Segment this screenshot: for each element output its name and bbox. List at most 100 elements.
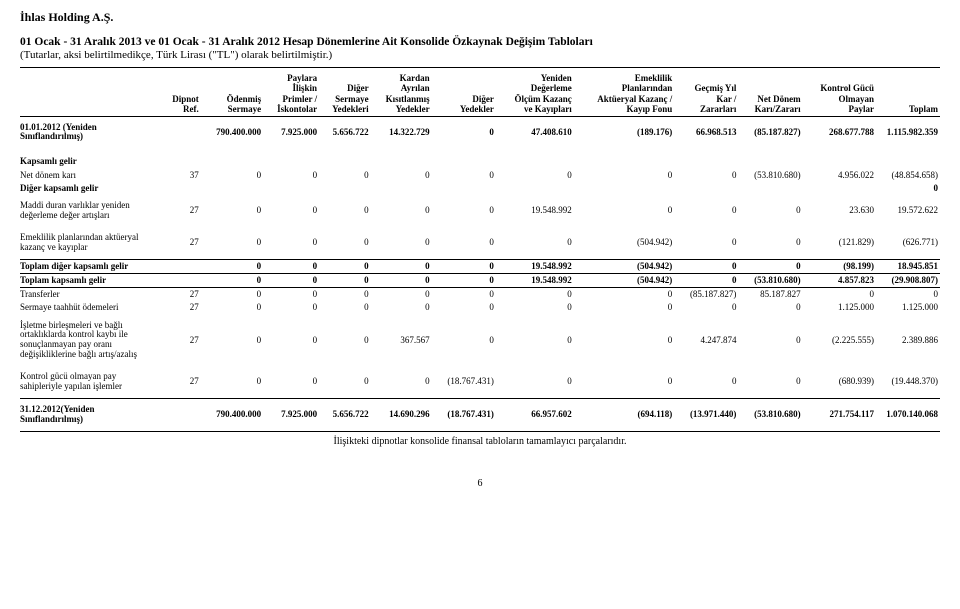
cell	[162, 116, 201, 148]
cell	[162, 398, 201, 431]
cell: 0	[319, 227, 371, 259]
row-label: Maddi duran varlıklar yenidendeğerleme d…	[20, 195, 162, 227]
cell: 27	[162, 288, 201, 302]
cell: (53.810.680)	[738, 273, 802, 287]
cell: 14.322.729	[371, 116, 432, 148]
cell: 0	[201, 366, 263, 398]
cell: 0	[263, 288, 319, 302]
row-label: Diğer kapsamlı gelir	[20, 182, 162, 195]
cell: 19.548.992	[496, 259, 574, 273]
col-primler: PaylaraİlişkinPrimler /İskontolar	[263, 72, 319, 116]
cell: (18.767.431)	[432, 366, 496, 398]
cell: 0	[432, 259, 496, 273]
cell: 0	[371, 259, 432, 273]
col-odenmis: ÖdenmişSermaye	[201, 72, 263, 116]
cell: 0	[263, 169, 319, 182]
cell: 0	[496, 366, 574, 398]
cell: (53.810.680)	[738, 398, 802, 431]
col-netdonem: Net DönemKarı/Zararı	[738, 72, 802, 116]
row-label: Toplam diğer kapsamlı gelir	[20, 259, 162, 273]
cell: 0	[201, 227, 263, 259]
cell: 0	[674, 195, 738, 227]
table-row: Emeklilik planlarından aktüeryalkazanç v…	[20, 227, 940, 259]
table-row: Kontrol gücü olmayan paysahipleriyle yap…	[20, 366, 940, 398]
cell: (13.971.440)	[674, 398, 738, 431]
cell: 0	[738, 227, 802, 259]
table-row: 31.12.2012(YenidenSınıflandırılmış)790.4…	[20, 398, 940, 431]
cell: 0	[674, 273, 738, 287]
col-emeklilik: EmeklilikPlanlarındanAktüeryal Kazanç /K…	[574, 72, 674, 116]
cell: 0	[496, 301, 574, 314]
cell: 0	[738, 315, 802, 367]
cell	[319, 182, 371, 195]
cell	[738, 182, 802, 195]
cell: 14.690.296	[371, 398, 432, 431]
cell: 19.548.992	[496, 195, 574, 227]
cell: (189.176)	[574, 116, 674, 148]
cell: 0	[371, 169, 432, 182]
cell	[674, 182, 738, 195]
cell: 0	[574, 366, 674, 398]
cell: 0	[738, 259, 802, 273]
cell: 0	[876, 288, 940, 302]
col-diger-yedekler: DiğerYedekler	[432, 72, 496, 116]
cell: 0	[738, 366, 802, 398]
title-line-1: 01 Ocak - 31 Aralık 2013 ve 01 Ocak - 31…	[20, 35, 940, 49]
cell: 0	[263, 273, 319, 287]
document-page: İhlas Holding A.Ş. 01 Ocak - 31 Aralık 2…	[0, 0, 960, 511]
cell: 0	[319, 195, 371, 227]
cell: 367.567	[371, 315, 432, 367]
footnote: İlişikteki dipnotlar konsolide finansal …	[20, 436, 940, 449]
cell: 0	[371, 273, 432, 287]
cell: (2.225.555)	[803, 315, 876, 367]
cell: 0	[738, 195, 802, 227]
cell: 0	[319, 366, 371, 398]
cell: 0	[201, 273, 263, 287]
cell: 0	[319, 259, 371, 273]
table-row: Maddi duran varlıklar yenidendeğerleme d…	[20, 195, 940, 227]
table-row: Toplam kapsamlı gelir0000019.548.992(504…	[20, 273, 940, 287]
cell: 0	[263, 366, 319, 398]
cell: 37	[162, 169, 201, 182]
col-kontrol: Kontrol GücüOlmayanPaylar	[803, 72, 876, 116]
cell	[371, 182, 432, 195]
cell: 0	[201, 315, 263, 367]
cell: 0	[674, 227, 738, 259]
cell: 0	[263, 195, 319, 227]
cell: (48.854.658)	[876, 169, 940, 182]
cell: 7.925.000	[263, 398, 319, 431]
cell: 0	[574, 288, 674, 302]
cell: 4.247.874	[674, 315, 738, 367]
table-row: Diğer kapsamlı gelir0	[20, 182, 940, 195]
row-label: Sermaye taahhüt ödemeleri	[20, 301, 162, 314]
cell: (19.448.370)	[876, 366, 940, 398]
row-label: Emeklilik planlarından aktüeryalkazanç v…	[20, 227, 162, 259]
cell: 66.957.602	[496, 398, 574, 431]
cell: 0	[263, 259, 319, 273]
company-name: İhlas Holding A.Ş.	[20, 10, 940, 25]
cell: 0	[574, 195, 674, 227]
cell: (504.942)	[574, 273, 674, 287]
cell: 23.630	[803, 195, 876, 227]
cell: 0	[201, 195, 263, 227]
col-toplam: Toplam	[876, 72, 940, 116]
cell: 0	[674, 366, 738, 398]
table-row: İşletme birleşmeleri ve bağlıortaklıklar…	[20, 315, 940, 367]
title-line-2: (Tutarlar, aksi belirtilmedikçe, Türk Li…	[20, 49, 940, 63]
title-divider	[20, 67, 940, 68]
cell: (680.939)	[803, 366, 876, 398]
cell: 0	[496, 288, 574, 302]
cell: 0	[674, 259, 738, 273]
cell	[574, 182, 674, 195]
cell: 2.389.886	[876, 315, 940, 367]
cell	[263, 182, 319, 195]
cell: 0	[674, 169, 738, 182]
cell: (85.187.827)	[738, 116, 802, 148]
cell: (504.942)	[574, 259, 674, 273]
cell: (18.767.431)	[432, 398, 496, 431]
equity-change-table: DipnotRef. ÖdenmişSermaye Paylaraİlişkin…	[20, 72, 940, 432]
table-row: Sermaye taahhüt ödemeleri270000000001.12…	[20, 301, 940, 314]
table-row: 01.01.2012 (YenidenSınıflandırılmış)790.…	[20, 116, 940, 148]
cell: 0	[674, 301, 738, 314]
cell: 0	[319, 301, 371, 314]
